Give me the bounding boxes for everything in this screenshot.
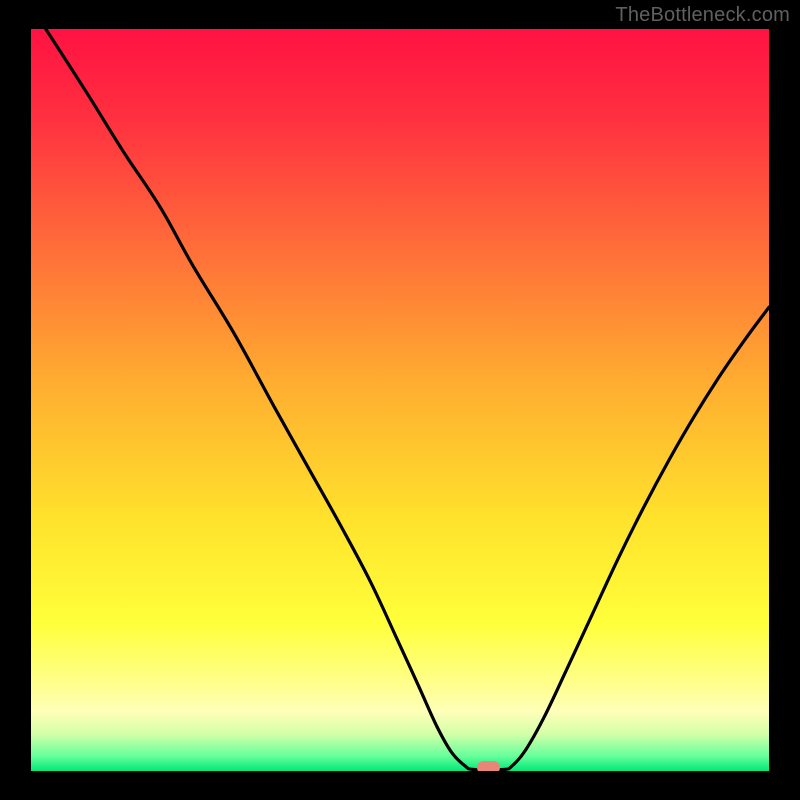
plot-area: [31, 29, 769, 771]
bottleneck-curve-chart: [31, 29, 769, 771]
chart-frame: TheBottleneck.com: [0, 0, 800, 800]
optimal-point-marker: [477, 761, 501, 771]
watermark-text: TheBottleneck.com: [615, 4, 790, 27]
gradient-background: [31, 29, 769, 771]
